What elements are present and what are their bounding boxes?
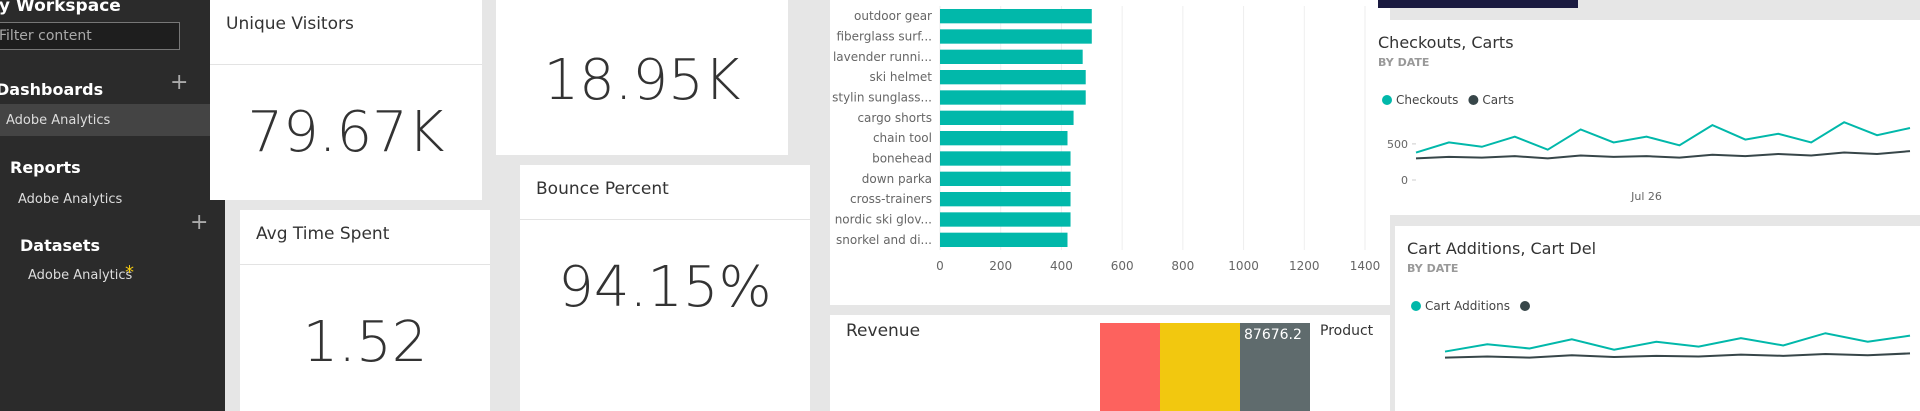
nav-section[interactable]: Reports: [10, 158, 81, 177]
line-series: [1444, 352, 1911, 359]
x-tick-label: 600: [1111, 259, 1134, 273]
nav-section[interactable]: Datasets: [20, 236, 101, 255]
kpi-tile[interactable]: Unique Visitors 79.67K: [210, 0, 482, 200]
y-tick-label: cross-trainers: [850, 192, 932, 206]
treemap-block: [1100, 323, 1160, 411]
bar: [940, 212, 1071, 227]
revenue-tile[interactable]: Revenue 87676.2 Product: [830, 315, 1390, 411]
legend-label: Cart Additions: [1425, 299, 1510, 313]
x-tick-label: 1000: [1228, 259, 1259, 273]
line-tile[interactable]: Checkouts, Carts BY DATE Checkouts Carts 0 50…: [1366, 20, 1920, 215]
tile-title: Revenue: [846, 321, 921, 341]
tile-subtitle: BY DATE: [1407, 262, 1458, 275]
nav-section[interactable]: Dashboards: [0, 80, 104, 99]
divider: [520, 219, 810, 220]
y-tick-label: 500: [1387, 138, 1408, 151]
bar: [940, 192, 1071, 207]
tile-title: Unique Visitors: [226, 14, 354, 34]
line-chart: Checkouts, Carts BY DATE Checkouts Carts 0 50…: [1378, 33, 1911, 203]
bar: [940, 110, 1074, 125]
line-chart: Cart Additions, Cart Del BY DATE Cart Addi…: [1407, 239, 1911, 359]
bar: [940, 151, 1071, 166]
y-tick-label: fiberglass surf...: [837, 30, 933, 44]
legend-marker: [1520, 301, 1530, 311]
sidebar: My Workspace Filter content Dashboards +…: [0, 0, 225, 411]
new-star: *: [125, 262, 134, 283]
y-tick-label: cargo shorts: [857, 111, 932, 125]
legend-label: Checkouts: [1396, 93, 1458, 107]
tile-title: Avg Time Spent: [256, 224, 390, 244]
filter-input[interactable]: Filter content: [0, 22, 180, 50]
bar: [940, 232, 1068, 247]
y-tick-label: bonehead: [872, 152, 932, 166]
kpi-value: 18.95K: [543, 48, 741, 113]
bar: [940, 9, 1092, 24]
dark-tile[interactable]: [1378, 0, 1578, 8]
line-series: [1444, 332, 1911, 353]
kpi-value: 94.15%: [558, 255, 772, 320]
y-tick-label: lavender runni...: [833, 50, 932, 64]
y-tick-label: down parka: [862, 172, 932, 186]
line-series: [1415, 121, 1911, 154]
bar-tile[interactable]: 0 200 400 600 800 1000 1200 1400 outdoor gear fib…: [830, 0, 1390, 305]
legend-marker: [1468, 95, 1479, 105]
line-series: [1415, 150, 1911, 160]
y-tick-label: nordic ski glov...: [835, 213, 932, 227]
add-icon[interactable]: +: [190, 210, 209, 235]
nav-item[interactable]: Adobe Analytics: [6, 113, 111, 128]
y-tick-label: ski helmet: [870, 70, 933, 84]
bar: [940, 171, 1071, 186]
treemap-label: 87676.2: [1240, 323, 1310, 411]
bar: [940, 90, 1086, 105]
y-tick-label: 0: [1401, 174, 1408, 187]
nav-selected: [0, 104, 225, 136]
bar: [940, 131, 1068, 146]
x-tick-label: 800: [1171, 259, 1194, 273]
y-tick-label: chain tool: [873, 131, 932, 145]
x-tick-label: 1200: [1289, 259, 1320, 273]
kpi-tile[interactable]: Avg Time Spent 1.52: [240, 210, 490, 411]
add-icon[interactable]: +: [170, 70, 189, 95]
y-tick-label: outdoor gear: [854, 9, 932, 23]
kpi-value: 79.67K: [247, 100, 445, 165]
kpi-value: 1.52: [302, 310, 428, 375]
legend-title: Product: [1320, 323, 1374, 339]
x-tick-label: 1400: [1350, 259, 1381, 273]
x-tick-label: 0: [936, 259, 944, 273]
bar-chart: 0 200 400 600 800 1000 1200 1400 outdoor gear fib…: [832, 6, 1381, 273]
nav-item[interactable]: Adobe Analytics: [18, 192, 123, 207]
x-tick-label: 200: [989, 259, 1012, 273]
treemap-block: [1160, 323, 1240, 411]
legend-marker: [1411, 301, 1421, 311]
bar: [940, 70, 1086, 85]
bar: [940, 49, 1083, 64]
divider: [210, 64, 482, 65]
line-tile[interactable]: Cart Additions, Cart Del BY DATE Cart Addi…: [1395, 226, 1920, 411]
kpi-tile[interactable]: 18.95K: [496, 0, 788, 155]
tile-title: Checkouts, Carts: [1378, 33, 1514, 52]
y-tick-label: stylin sunglass...: [832, 91, 932, 105]
kpi-tile[interactable]: Bounce Percent 94.15%: [520, 165, 810, 411]
nav-item[interactable]: Adobe Analytics: [28, 268, 133, 283]
workspace[interactable]: My Workspace: [0, 0, 121, 16]
x-tick-label: 400: [1050, 259, 1073, 273]
bar: [940, 29, 1092, 44]
tile-title: Bounce Percent: [536, 179, 669, 199]
legend-marker: [1382, 95, 1392, 105]
tile-title: Cart Additions, Cart Del: [1407, 239, 1596, 258]
divider: [240, 264, 490, 265]
tile-subtitle: BY DATE: [1378, 56, 1429, 69]
legend-label: Carts: [1482, 93, 1514, 107]
y-tick-label: snorkel and di...: [836, 233, 932, 247]
x-tick-label: Jul 26: [1630, 190, 1662, 203]
